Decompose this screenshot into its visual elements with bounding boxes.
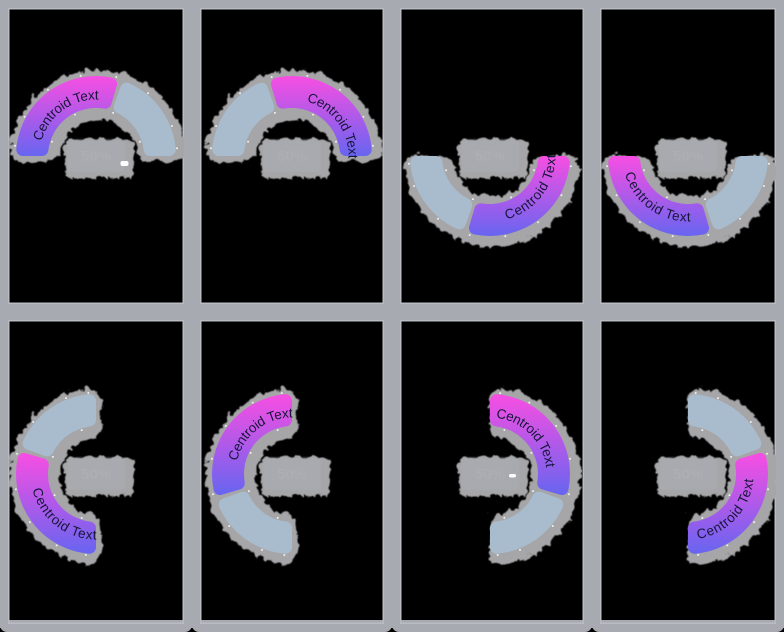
svg-text:50%: 50% xyxy=(673,148,703,165)
svg-text:50%: 50% xyxy=(475,466,505,483)
svg-text:50%: 50% xyxy=(277,466,307,483)
svg-text:50%: 50% xyxy=(81,466,111,483)
svg-text:50%: 50% xyxy=(475,148,505,165)
svg-text:50%: 50% xyxy=(673,466,703,483)
svg-text:50%: 50% xyxy=(277,148,307,165)
svg-text:50%: 50% xyxy=(81,148,111,165)
